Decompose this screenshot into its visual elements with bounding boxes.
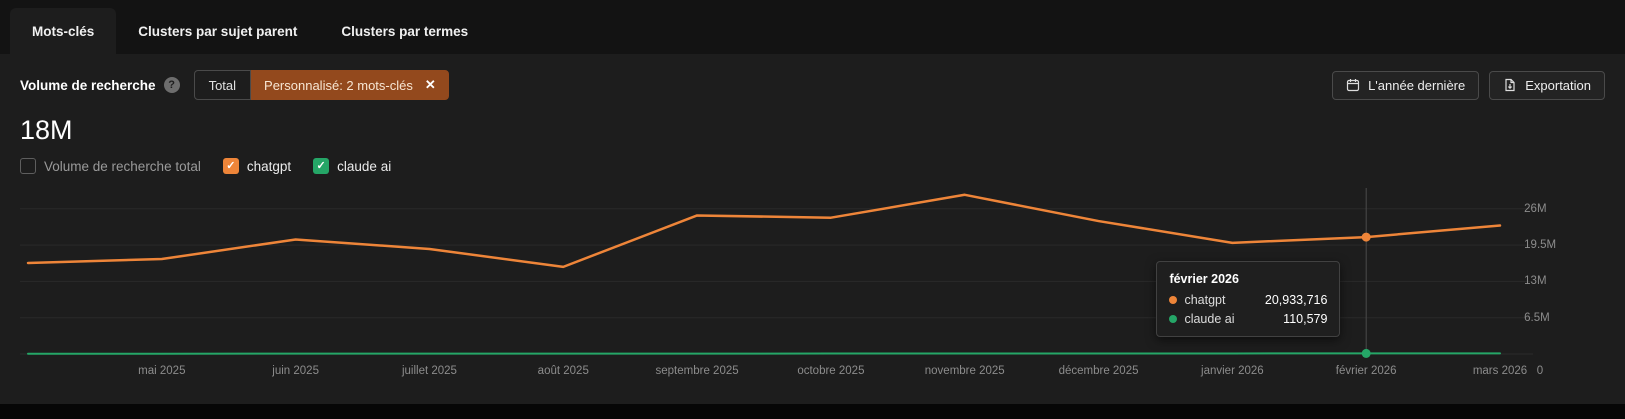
- y-axis-label: 13M: [1524, 275, 1547, 288]
- tab-mots-cles[interactable]: Mots-clés: [10, 8, 117, 54]
- tooltip-title: février 2026: [1169, 272, 1239, 287]
- legend-item-claude-ai[interactable]: ✓ claude ai: [313, 158, 391, 174]
- tab-clusters-termes[interactable]: Clusters par termes: [341, 23, 469, 39]
- checkbox-chatgpt[interactable]: ✓: [222, 158, 239, 174]
- tooltip-series-name: claude ai: [1184, 312, 1235, 327]
- x-axis-label: septembre 2025: [655, 365, 739, 377]
- export-button[interactable]: Exportation: [1489, 70, 1605, 100]
- x-axis-label: juillet 2025: [401, 365, 457, 377]
- y-axis-label: 19.5M: [1524, 239, 1557, 252]
- close-icon[interactable]: ✕: [424, 77, 436, 92]
- x-axis-label: décembre 2025: [1058, 365, 1139, 377]
- x-axis-label: février 2026: [1335, 365, 1397, 377]
- x-axis-label: octobre 2025: [797, 365, 865, 377]
- tooltip-row-claude-ai: claude ai 110,579: [1169, 312, 1327, 326]
- claude-ai-dot-icon: [1169, 315, 1178, 324]
- checkbox-claude-ai[interactable]: ✓: [313, 158, 330, 174]
- legend-item-volume-total[interactable]: Volume de recherche total: [20, 158, 201, 174]
- volume-filter-segmented: Total Personnalisé: 2 mots-clés ✕: [193, 70, 449, 100]
- chart-canvas[interactable]: [20, 186, 1605, 361]
- filter-custom-label: Personnalisé: 2 mots-clés: [264, 77, 413, 93]
- export-label: Exportation: [1525, 77, 1591, 93]
- tab-clusters-sujet-parent[interactable]: Clusters par sujet parent: [138, 23, 298, 39]
- section-title: Volume de recherche: [20, 77, 156, 93]
- y-axis-label: 26M: [1524, 202, 1547, 215]
- x-axis-label: novembre 2025: [924, 365, 1005, 377]
- tab-bar: Mots-clés Clusters par sujet parent Clus…: [0, 0, 1625, 54]
- export-icon: [1503, 78, 1517, 92]
- x-axis-label: juin 2025: [272, 365, 319, 377]
- x-axis: mai 2025 juin 2025 juillet 2025 août 2025 se…: [20, 361, 1605, 383]
- x-axis-label: mai 2025: [138, 365, 186, 377]
- tooltip-row-chatgpt: chatgpt 20,933,716: [1169, 293, 1327, 307]
- filter-custom-button[interactable]: Personnalisé: 2 mots-clés ✕: [251, 70, 449, 100]
- y-axis-label: 6.5M: [1524, 311, 1550, 324]
- legend-item-chatgpt[interactable]: ✓ chatgpt: [222, 158, 292, 174]
- tooltip-series-name: chatgpt: [1184, 293, 1226, 308]
- date-range-label: L'année dernière: [1368, 77, 1466, 93]
- chart-legend: Volume de recherche total ✓ chatgpt ✓ cl…: [20, 158, 1605, 174]
- bottom-bar: [0, 404, 1625, 419]
- legend-label-volume-total: Volume de recherche total: [44, 158, 201, 174]
- help-icon[interactable]: ?: [163, 77, 180, 93]
- total-volume-value: 18M: [20, 115, 73, 145]
- line-chart[interactable]: février 2026 chatgpt 20,933,716 claude a…: [20, 186, 1605, 361]
- legend-label-chatgpt: chatgpt: [246, 158, 292, 174]
- tooltip-series-value: 110,579: [1283, 312, 1328, 327]
- y-axis-zero-label: 0: [1536, 365, 1544, 377]
- calendar-icon: [1346, 78, 1360, 92]
- x-axis-label: août 2025: [537, 365, 589, 377]
- x-axis-label: janvier 2026: [1201, 365, 1264, 377]
- right-controls: L'année dernière Exportation: [1332, 70, 1605, 100]
- filter-total-button[interactable]: Total: [193, 70, 252, 100]
- checkbox-volume-total[interactable]: [20, 158, 36, 174]
- legend-label-claude-ai: claude ai: [337, 158, 392, 174]
- chart-tooltip: février 2026 chatgpt 20,933,716 claude a…: [1156, 261, 1341, 338]
- controls-row: Volume de recherche ? Total Personnalisé…: [20, 70, 1605, 100]
- x-axis-label: mars 2026: [1472, 365, 1528, 377]
- chatgpt-dot-icon: [1169, 296, 1178, 305]
- tooltip-series-value: 20,933,716: [1264, 293, 1328, 308]
- date-range-button[interactable]: L'année dernière: [1332, 70, 1480, 100]
- main-content: Volume de recherche ? Total Personnalisé…: [0, 54, 1625, 404]
